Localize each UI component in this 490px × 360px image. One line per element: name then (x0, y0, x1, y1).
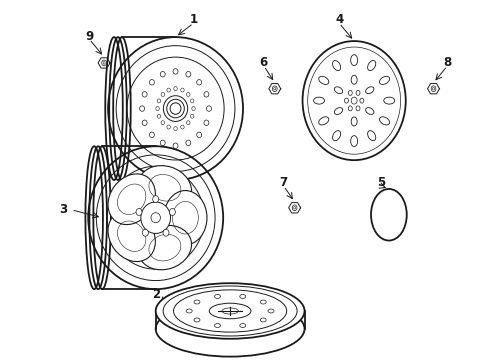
Ellipse shape (260, 300, 266, 304)
Ellipse shape (240, 294, 246, 298)
Ellipse shape (351, 117, 357, 126)
Ellipse shape (149, 80, 154, 85)
Ellipse shape (240, 324, 246, 328)
Ellipse shape (153, 195, 159, 203)
Ellipse shape (334, 87, 343, 94)
Ellipse shape (351, 136, 358, 147)
Ellipse shape (334, 108, 343, 114)
Ellipse shape (138, 225, 192, 270)
Ellipse shape (136, 208, 142, 215)
Ellipse shape (204, 120, 209, 126)
Ellipse shape (186, 72, 191, 77)
Text: 2: 2 (151, 288, 160, 301)
Ellipse shape (174, 127, 177, 131)
Ellipse shape (186, 309, 192, 313)
Ellipse shape (142, 91, 147, 97)
Ellipse shape (366, 108, 374, 114)
Text: 5: 5 (377, 176, 385, 189)
Ellipse shape (149, 132, 154, 138)
Ellipse shape (156, 283, 305, 339)
Ellipse shape (143, 229, 148, 236)
Ellipse shape (160, 140, 165, 145)
Ellipse shape (260, 318, 266, 322)
Ellipse shape (157, 99, 161, 103)
Text: 9: 9 (85, 30, 93, 42)
Ellipse shape (187, 121, 190, 125)
Text: 8: 8 (443, 57, 452, 69)
Ellipse shape (194, 300, 200, 304)
Ellipse shape (181, 88, 184, 92)
Ellipse shape (268, 309, 274, 313)
Ellipse shape (163, 96, 188, 121)
Ellipse shape (318, 76, 329, 85)
Ellipse shape (351, 75, 357, 84)
Ellipse shape (215, 294, 220, 298)
Ellipse shape (348, 90, 352, 95)
Ellipse shape (206, 106, 212, 111)
Ellipse shape (384, 97, 395, 104)
Ellipse shape (161, 121, 165, 125)
Ellipse shape (181, 125, 184, 129)
Ellipse shape (344, 98, 348, 103)
Ellipse shape (368, 60, 376, 71)
Ellipse shape (160, 72, 165, 77)
Ellipse shape (164, 190, 207, 245)
Ellipse shape (333, 60, 341, 71)
Ellipse shape (173, 143, 178, 148)
Ellipse shape (333, 131, 341, 141)
Ellipse shape (366, 87, 374, 94)
Text: 6: 6 (260, 57, 268, 69)
Ellipse shape (151, 213, 160, 223)
Ellipse shape (360, 98, 364, 103)
Ellipse shape (142, 120, 147, 126)
Ellipse shape (170, 208, 175, 215)
Text: 3: 3 (59, 203, 68, 216)
Ellipse shape (167, 99, 184, 118)
Ellipse shape (156, 107, 159, 111)
Ellipse shape (204, 91, 209, 97)
Ellipse shape (196, 132, 202, 138)
Text: 1: 1 (189, 13, 197, 26)
Ellipse shape (161, 93, 165, 96)
Ellipse shape (186, 140, 191, 145)
Ellipse shape (187, 93, 190, 96)
Ellipse shape (302, 41, 406, 160)
Ellipse shape (174, 86, 177, 90)
Ellipse shape (108, 174, 155, 225)
Ellipse shape (356, 90, 360, 95)
Ellipse shape (167, 125, 171, 129)
Ellipse shape (379, 117, 390, 125)
Ellipse shape (379, 76, 390, 85)
Ellipse shape (170, 103, 181, 114)
Ellipse shape (163, 229, 169, 236)
Ellipse shape (351, 97, 357, 104)
Text: 7: 7 (280, 176, 288, 189)
Ellipse shape (167, 88, 171, 92)
Ellipse shape (191, 99, 194, 103)
Ellipse shape (318, 117, 329, 125)
Ellipse shape (140, 106, 145, 111)
Ellipse shape (215, 324, 220, 328)
Ellipse shape (108, 211, 155, 262)
Ellipse shape (192, 107, 196, 111)
Ellipse shape (194, 318, 200, 322)
Text: 4: 4 (335, 13, 343, 26)
Ellipse shape (348, 106, 352, 111)
Ellipse shape (141, 202, 171, 233)
Ellipse shape (196, 80, 202, 85)
Ellipse shape (356, 106, 360, 111)
Ellipse shape (173, 69, 178, 74)
Ellipse shape (138, 166, 192, 210)
Ellipse shape (351, 55, 358, 66)
Ellipse shape (368, 131, 376, 141)
Ellipse shape (191, 114, 194, 118)
Ellipse shape (314, 97, 324, 104)
Ellipse shape (157, 114, 161, 118)
